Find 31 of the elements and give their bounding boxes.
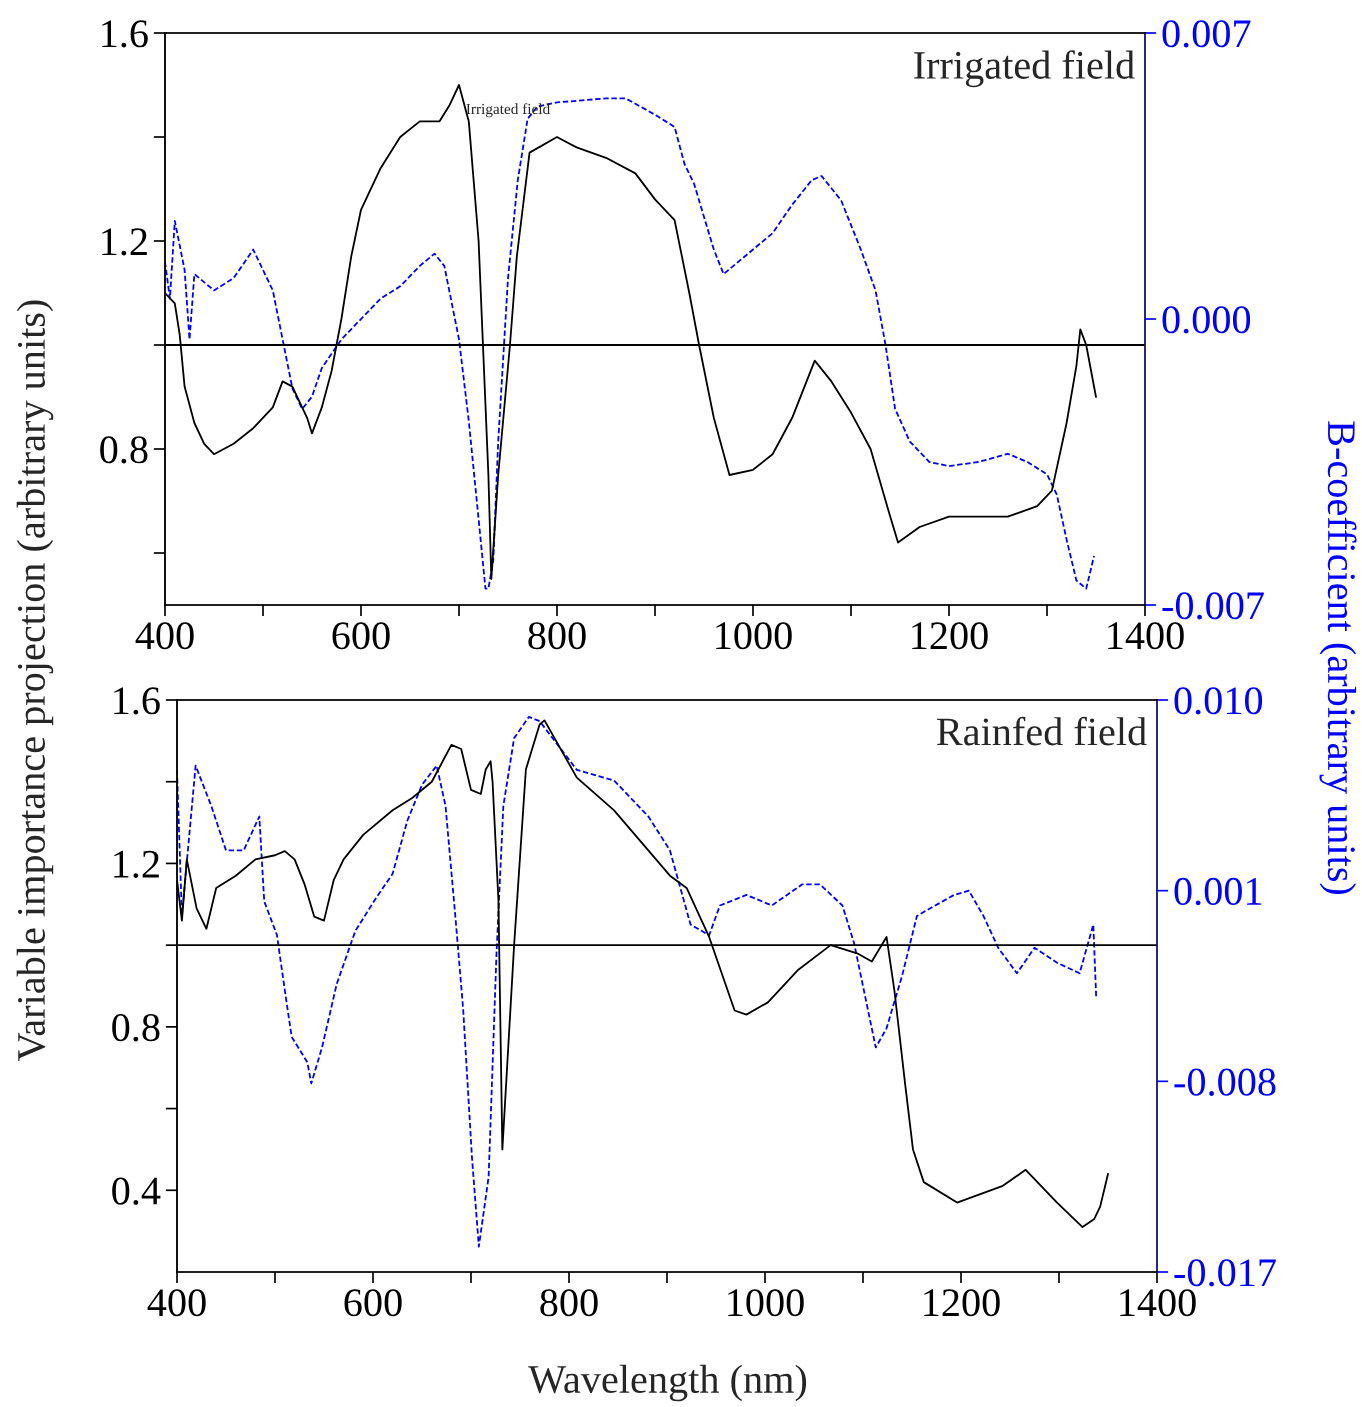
x-tick-label: 1400	[1120, 1289, 1196, 1317]
x-tick-label: 1000	[728, 1289, 804, 1317]
chart-title: Irrigated field	[914, 50, 1135, 88]
x-tick-label: 600	[332, 622, 390, 650]
x-tick-label: 1000	[716, 622, 792, 650]
y2-tick-label: -0.017	[1174, 1259, 1276, 1287]
y-tick-label: 0.8	[100, 436, 148, 464]
y-tick-label: 1.6	[102, 20, 148, 48]
y2-tick-label: 0.000	[1162, 306, 1251, 334]
y-tick-label: 1.2	[102, 228, 147, 256]
y2-tick-label: 0.010	[1174, 687, 1263, 715]
y2-tick-label: 0.007	[1162, 20, 1251, 48]
x-tick-label: 1200	[924, 1289, 1000, 1317]
y-axis-title: Variable importance projection (arbitrary units)	[16, 300, 54, 1061]
x-tick-label: 1400	[1108, 622, 1184, 650]
x-tick-label: 1200	[912, 622, 988, 650]
x-axis-title: Wavelength (nm)	[528, 1364, 807, 1402]
x-tick-label: 400	[135, 622, 194, 650]
x-tick-label: 800	[540, 1289, 598, 1317]
y2-tick-label: -0.008	[1174, 1068, 1276, 1096]
y-tick-label: 0.4	[112, 1177, 161, 1205]
y-tick-label: 1.6	[114, 687, 160, 715]
chart-title: Rainfed field	[936, 716, 1147, 746]
y2-tick-label: 0.001	[1174, 877, 1262, 906]
y-tick-label: 0.8	[112, 1014, 160, 1042]
x-tick-label: 400	[147, 1289, 206, 1317]
y-tick-label: 1.2	[114, 850, 159, 878]
x-tick-label: 800	[528, 622, 586, 650]
x-tick-label: 600	[344, 1289, 402, 1317]
y2-tick-label: -0.007	[1162, 592, 1264, 620]
y2-axis-title: B-coefficient (arbitrary units)	[1319, 421, 1357, 895]
